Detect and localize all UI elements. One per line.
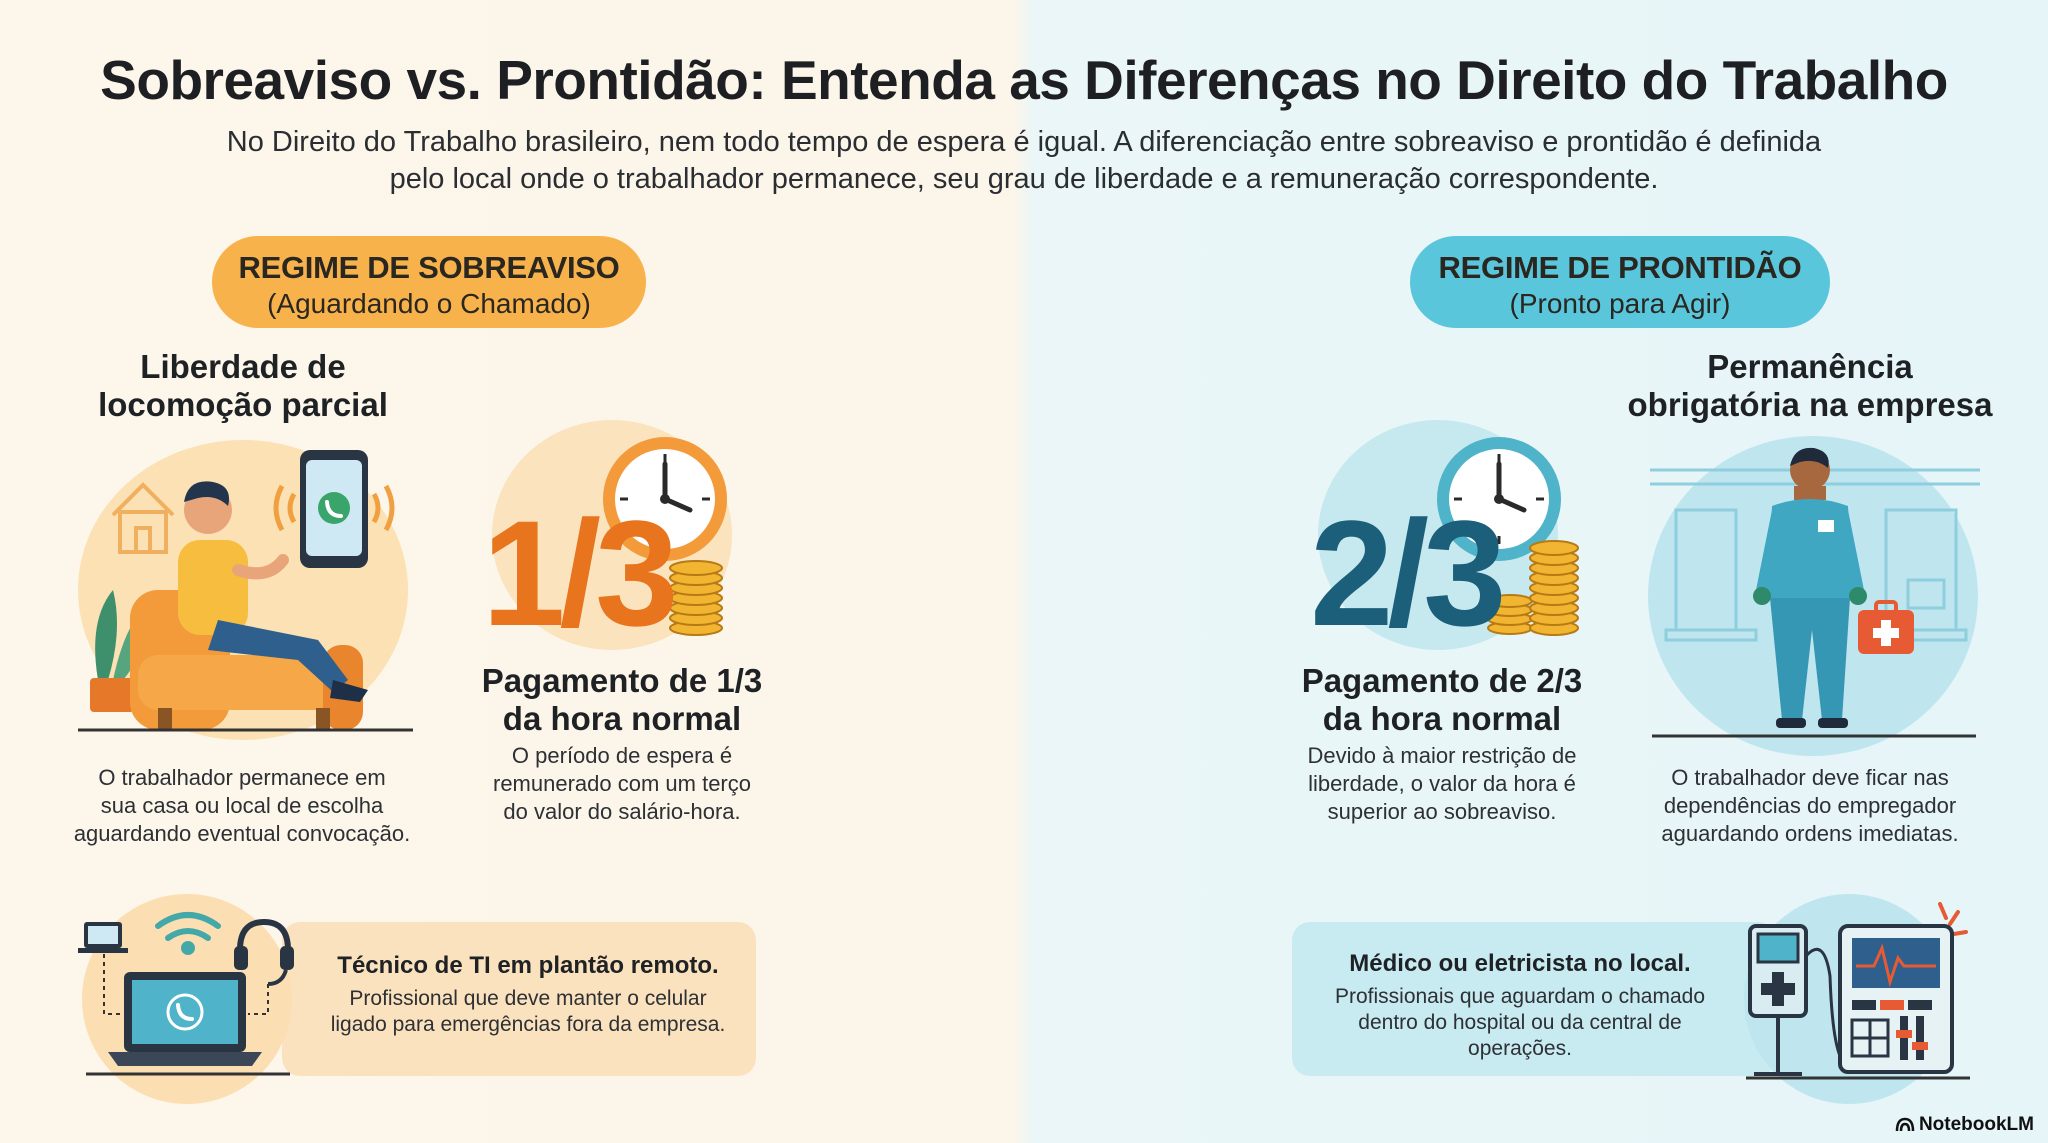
sobreaviso-fraction: 1/3 [482,489,679,657]
sobreaviso-pay-text-line-3: do valor do salário-hora. [503,799,741,824]
prontidao-pay-text: Devido à maior restrição de liberdade, o… [1272,742,1612,826]
prontidao-pill: REGIME DE PRONTIDÃO (Pronto para Agir) [1410,236,1830,328]
prontidao-example-text: Profissionais que aguardam o chamado den… [1300,984,1740,1062]
clock-icon [603,437,727,561]
sobreaviso-example-text-line-2: ligado para emergências fora da empresa. [330,1013,726,1036]
medical-worker-icon [1650,447,1980,738]
sobreaviso-freedom-heading: Liberdade de locomoção parcial [60,348,426,424]
medical-monitor-icon [1746,902,1970,1080]
prontidao-pill-subtitle: (Pronto para Agir) [1509,288,1731,319]
sobreaviso-freedom-text-line-2: sua casa ou local de escolha [100,793,384,818]
sobreaviso-example-card [282,922,756,1076]
prontidao-pay-text-line-1: Devido à maior restrição de [1307,743,1577,768]
prontidao-pay-heading-line-1: Pagamento de 2/3 [1301,662,1583,699]
page-subtitle: No Direito do Trabalho brasileiro, nem t… [164,124,1884,198]
prontidao-presence-heading-line-1: Permanência [1707,348,1913,385]
headset-icon [234,918,294,986]
sobreaviso-pill: REGIME DE SOBREAVISO (Aguardando o Chama… [212,236,646,328]
subtitle-line-1: No Direito do Trabalho brasileiro, nem t… [226,126,1822,158]
prontidao-presence-heading: Permanência obrigatória na empresa [1610,348,2010,424]
prontidao-fraction: 2/3 [1310,489,1507,657]
prontidao-pay-text-line-2: liberdade, o valor da hora é [1308,771,1576,796]
prontidao-clock-icon [1437,437,1561,561]
prontidao-example-card [1292,922,1776,1076]
subtitle-line-2: pelo local onde o trabalhador permanece,… [389,163,1659,195]
person-on-armchair-icon [78,481,413,732]
ringing-phone-icon [273,450,395,568]
sobreaviso-example-text: Profissional que deve manter o celular l… [300,986,756,1038]
sobreaviso-pay-heading-line-2: da hora normal [502,700,742,737]
coin-stack-icon [669,560,723,636]
brand-label: NotebookLM [1918,1114,2034,1135]
prontidao-pill-title: REGIME DE PRONTIDÃO [1438,250,1802,285]
brand-watermark: NotebookLM [1895,1114,2034,1136]
page-title: Sobreaviso vs. Prontidão: Entenda as Dif… [100,49,1948,111]
prontidao-presence-text: O trabalhador deve ficar nas dependência… [1620,764,2000,848]
sobreaviso-example-text-line-1: Profissional que deve manter o celular [349,987,707,1010]
sobreaviso-pay-text-line-2: remunerado com um terço [493,771,751,796]
sobreaviso-pill-title: REGIME DE SOBREAVISO [238,250,620,285]
prontidao-presence-text-line-2: dependências do empregador [1663,793,1957,818]
sobreaviso-freedom-text-line-3: aguardando eventual convocação. [73,821,411,846]
prontidao-example-text-line-1: Profissionais que aguardam o chamado [1334,985,1706,1008]
prontidao-presence-text-line-1: O trabalhador deve ficar nas [1671,765,1949,790]
sobreaviso-example-title: Técnico de TI em plantão remoto. [337,952,719,979]
sobreaviso-freedom-text: O trabalhador permanece em sua casa ou l… [52,764,432,848]
prontidao-presence-text-line-3: aguardando ordens imediatas. [1661,821,1959,846]
sobreaviso-pay-text-line-1: O período de espera é [511,743,733,768]
prontidao-pay-heading-line-2: da hora normal [1322,700,1562,737]
sobreaviso-pay-text: O período de espera é remunerado com um … [452,742,792,826]
prontidao-presence-heading-line-2: obrigatória na empresa [1627,386,1993,423]
sobreaviso-freedom-heading-line-1: Liberdade de [140,348,346,385]
prontidao-example-text-line-2: dentro do hospital ou da central de [1358,1011,1682,1034]
sobreaviso-pay-heading: Pagamento de 1/3 da hora normal [452,662,792,738]
prontidao-pay-text-line-3: superior ao sobreaviso. [1327,799,1557,824]
prontidao-pay-heading: Pagamento de 2/3 da hora normal [1272,662,1612,738]
prontidao-coin-stack-icon [1487,540,1579,636]
sobreaviso-pay-heading-line-1: Pagamento de 1/3 [481,662,763,699]
sobreaviso-freedom-heading-line-2: locomoção parcial [98,386,388,423]
prontidao-example-title: Médico ou eletricista no local. [1349,950,1691,977]
sobreaviso-pill-subtitle: (Aguardando o Chamado) [267,288,591,319]
prontidao-example-text-line-3: operações. [1468,1037,1572,1060]
sobreaviso-freedom-text-line-1: O trabalhador permanece em [98,765,386,790]
wifi-icon [155,912,221,955]
notebooklm-logo-icon [1895,1117,1915,1132]
laptop-call-icon [78,912,294,1076]
